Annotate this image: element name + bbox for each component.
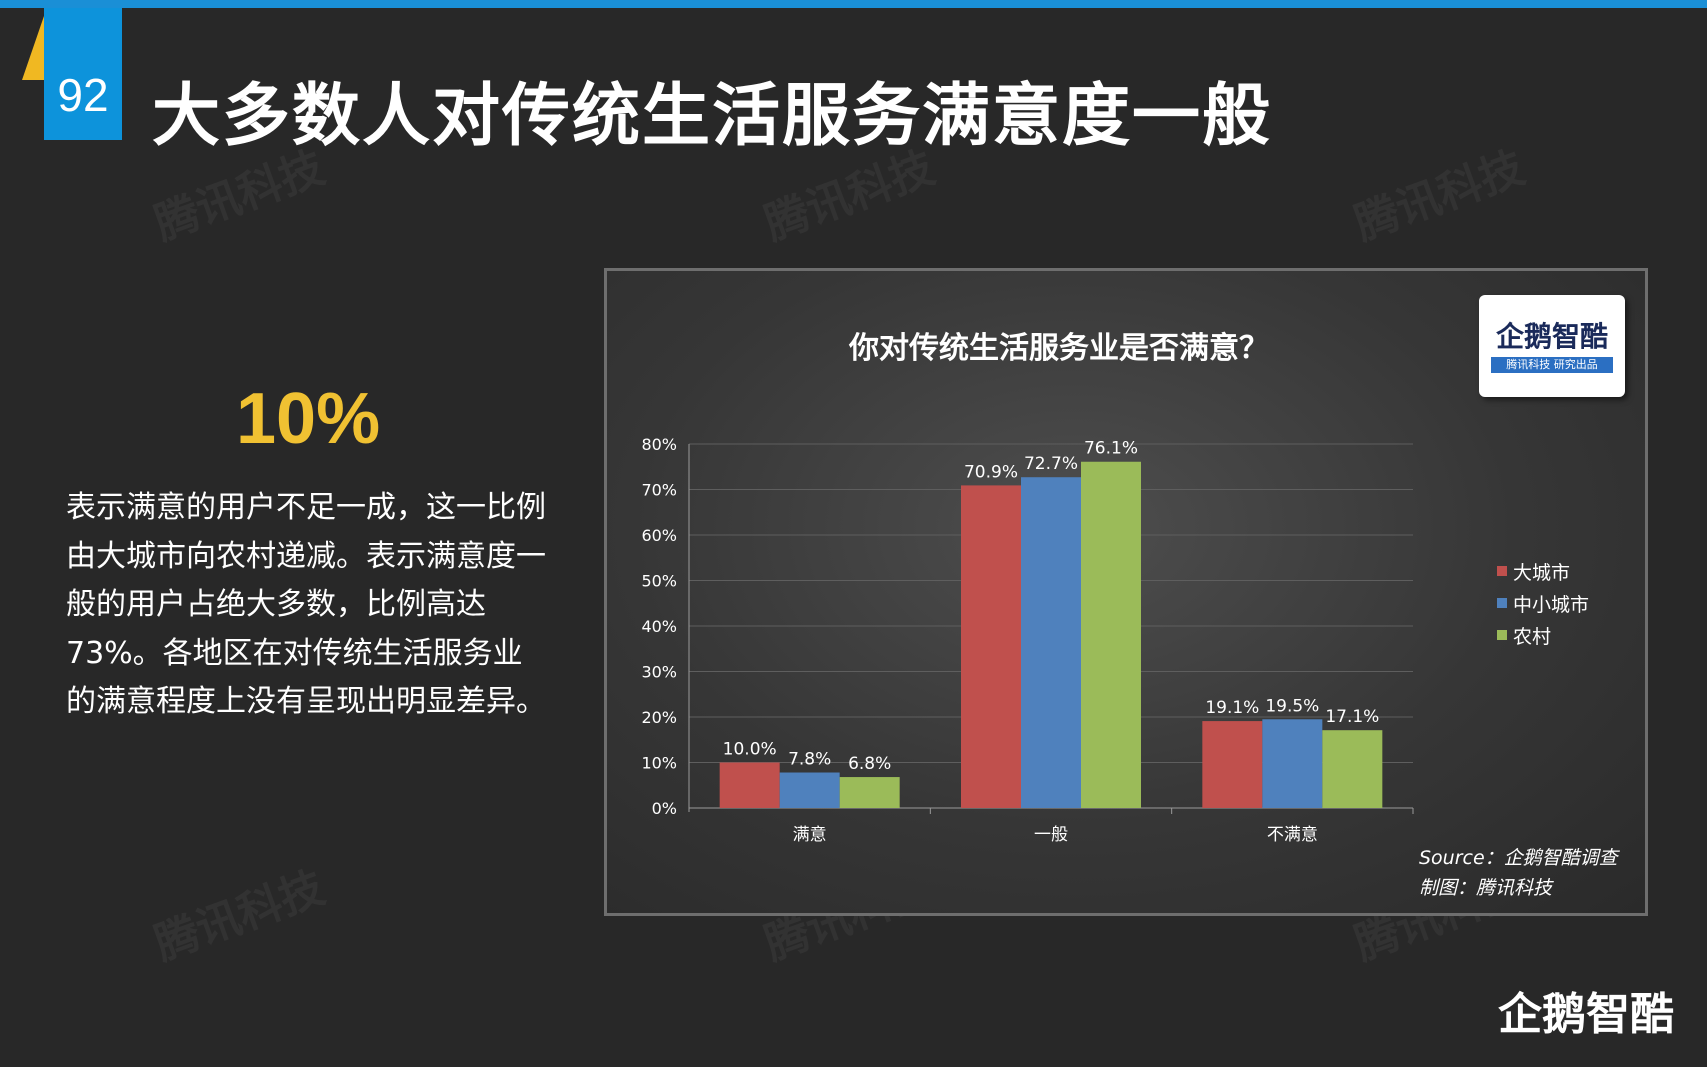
bar bbox=[719, 762, 780, 808]
data-label: 10.0% bbox=[723, 740, 777, 760]
data-label: 72.7% bbox=[1024, 454, 1078, 474]
brand-logo: 企鹅智酷 bbox=[1498, 989, 1674, 1040]
source-line: Source：企鹅智酷调查 bbox=[1419, 847, 1618, 869]
page-title: 大多数人对传统生活服务满意度一般 bbox=[152, 77, 1273, 156]
x-tick-label: 一般 bbox=[1034, 825, 1068, 845]
bar bbox=[1322, 730, 1383, 808]
bar-chart: 0% 10% 20% 30% 40% 50% 60% 70% 80% 10.0% 7.8% 6.8% 满… bbox=[641, 435, 1414, 845]
legend-item: 农村 bbox=[1497, 619, 1589, 651]
top-accent-bar bbox=[0, 0, 1707, 8]
bar bbox=[961, 485, 1021, 808]
y-tick-label: 30% bbox=[641, 663, 677, 682]
data-label: 76.1% bbox=[1084, 439, 1138, 459]
y-tick-label: 50% bbox=[641, 572, 677, 591]
yellow-accent-tab bbox=[22, 16, 44, 80]
data-label: 70.9% bbox=[964, 462, 1018, 482]
y-tick-label: 40% bbox=[641, 617, 677, 636]
description-text: 表示满意的用户不足一成，这一比例由大城市向农村递减。表示满意度一般的用户占绝大多… bbox=[66, 490, 546, 719]
chart-legend: 大城市 中小城市 农村 bbox=[1497, 555, 1589, 651]
y-tick-label: 20% bbox=[641, 708, 677, 727]
data-label: 7.8% bbox=[788, 750, 831, 770]
legend-swatch bbox=[1497, 630, 1507, 640]
bar bbox=[1081, 461, 1141, 808]
data-label: 19.5% bbox=[1265, 696, 1319, 716]
bar bbox=[779, 772, 840, 808]
legend-label: 大城市 bbox=[1513, 561, 1571, 584]
bar bbox=[1262, 719, 1323, 808]
logo-subtitle: 腾讯科技 研究出品 bbox=[1491, 357, 1613, 373]
x-tick-label: 满意 bbox=[793, 825, 827, 845]
chart-source: Source：企鹅智酷调查 制图：腾讯科技 bbox=[1419, 843, 1618, 903]
y-tick-label: 60% bbox=[641, 526, 677, 545]
x-tick-label: 不满意 bbox=[1267, 825, 1318, 845]
watermark: 腾讯科技 bbox=[148, 862, 331, 971]
legend-swatch bbox=[1497, 566, 1507, 576]
chart-title: 你对传统生活服务业是否满意？ bbox=[849, 331, 1269, 366]
slide-number-box: 92 bbox=[44, 8, 122, 140]
legend-label: 中小城市 bbox=[1513, 593, 1590, 616]
watermark: 腾讯科技 bbox=[1348, 142, 1531, 251]
key-stat: 10% bbox=[236, 379, 381, 459]
legend-label: 农村 bbox=[1513, 625, 1552, 648]
credit-line: 制图：腾讯科技 bbox=[1419, 877, 1553, 899]
y-tick-label: 10% bbox=[641, 754, 677, 773]
y-tick-label: 70% bbox=[641, 481, 677, 500]
y-tick-label: 0% bbox=[652, 799, 677, 818]
logo-text: 企鹅智酷 bbox=[1495, 320, 1608, 353]
bar bbox=[1202, 721, 1263, 808]
legend-swatch bbox=[1497, 598, 1507, 608]
y-tick-label: 80% bbox=[641, 435, 677, 454]
logo-card: 企鹅智酷 腾讯科技 研究出品 bbox=[1479, 295, 1625, 397]
legend-item: 中小城市 bbox=[1497, 587, 1589, 619]
chart-panel: 你对传统生活服务业是否满意？ 企鹅智酷 腾讯科技 研究出品 0% 10% 20% 30… bbox=[604, 268, 1648, 916]
bar bbox=[1021, 477, 1081, 808]
slide-number: 92 bbox=[57, 69, 109, 121]
data-label: 6.8% bbox=[848, 754, 891, 774]
bar bbox=[839, 777, 900, 808]
legend-item: 大城市 bbox=[1497, 555, 1589, 587]
data-label: 17.1% bbox=[1325, 707, 1379, 727]
data-label: 19.1% bbox=[1205, 698, 1259, 718]
